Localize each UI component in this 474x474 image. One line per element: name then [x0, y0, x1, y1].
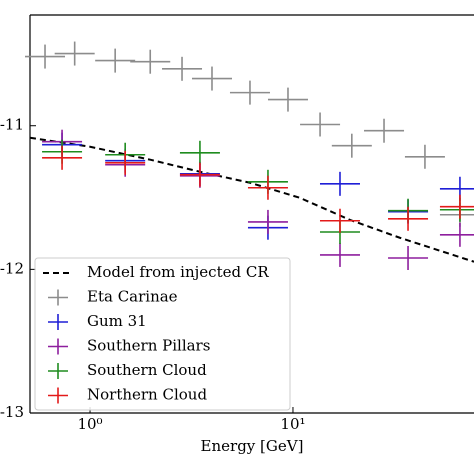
y-tick-label: -11	[0, 116, 24, 134]
error-point	[439, 222, 474, 247]
error-point	[25, 44, 66, 69]
error-point	[300, 112, 341, 137]
error-point	[439, 197, 474, 222]
legend-label: Southern Pillars	[87, 337, 210, 355]
error-point	[319, 171, 360, 196]
legend-box	[34, 257, 291, 411]
y-tick-label: -13	[0, 403, 24, 421]
error-point	[105, 150, 146, 175]
error-point	[331, 133, 372, 158]
error-point	[179, 162, 220, 187]
error-point	[247, 209, 288, 234]
error-point	[162, 56, 203, 81]
error-point	[54, 41, 95, 66]
error-point	[95, 48, 136, 73]
error-point	[319, 208, 360, 233]
x-tick-label: 10¹	[280, 415, 305, 433]
error-point	[439, 176, 474, 201]
x-axis-label: Energy [GeV]	[201, 437, 304, 455]
legend-label: Gum 31	[87, 312, 147, 330]
error-point	[191, 66, 232, 91]
error-point	[229, 80, 270, 105]
error-point	[364, 118, 405, 143]
error-point	[179, 140, 220, 165]
legend-label: Eta Carinae	[87, 288, 178, 306]
legend-label: Southern Cloud	[87, 361, 207, 379]
y-tick-label: -12	[0, 259, 24, 277]
error-point	[388, 245, 429, 270]
legend-label: Northern Cloud	[87, 386, 207, 404]
error-point	[439, 194, 474, 219]
error-point	[388, 206, 429, 231]
x-tick-label: 10⁰	[77, 415, 102, 433]
model-line	[29, 136, 474, 263]
error-point	[319, 242, 360, 267]
error-point	[42, 145, 83, 170]
error-point	[267, 87, 308, 112]
error-point	[247, 175, 288, 200]
legend-label: Model from injected CR	[87, 263, 269, 281]
error-point	[130, 49, 171, 74]
error-point	[404, 144, 445, 169]
